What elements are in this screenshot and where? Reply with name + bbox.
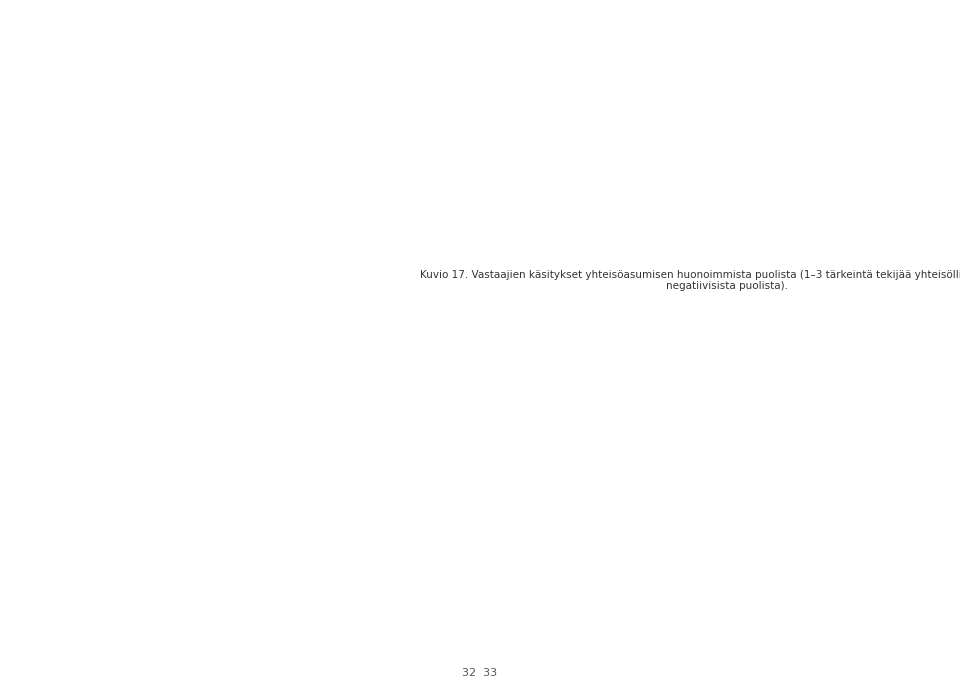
Bar	[855, 503, 884, 566]
Text: 8.3: 8.3	[578, 616, 592, 625]
Bar	[665, 372, 694, 470]
Text: 2.9: 2.9	[862, 488, 876, 497]
Bar	[523, 353, 552, 458]
Text: 13.7: 13.7	[670, 416, 690, 425]
Text: 12.3: 12.3	[717, 513, 737, 522]
Text: 16.1: 16.1	[622, 527, 642, 536]
Bar	[855, 483, 884, 503]
Text: 12.0: 12.0	[765, 603, 784, 612]
Bar	[902, 490, 931, 547]
Bar	[902, 547, 931, 597]
Text: 8.8: 8.8	[862, 530, 876, 539]
Bar	[665, 470, 694, 550]
Bar	[523, 549, 552, 651]
Text: 14.3: 14.3	[527, 595, 547, 604]
Text: 6.9: 6.9	[910, 567, 924, 576]
Bar	[902, 597, 931, 651]
Bar	[760, 565, 789, 651]
Text: 7.9: 7.9	[910, 514, 924, 523]
Text: 19.4: 19.4	[575, 427, 595, 436]
Text: 14.2: 14.2	[622, 419, 642, 427]
Bar	[665, 550, 694, 651]
Text: 12.6: 12.6	[527, 499, 547, 508]
Bar	[570, 591, 599, 651]
Text: 9.3: 9.3	[815, 613, 829, 622]
Text: 7.6: 7.6	[910, 619, 924, 628]
Text: 6.9: 6.9	[815, 494, 829, 503]
Text: 11.4: 11.4	[765, 520, 784, 529]
Bar	[618, 474, 646, 589]
Bar	[570, 501, 599, 591]
Text: 14.7: 14.7	[527, 401, 547, 410]
Bar	[855, 566, 884, 651]
Text: 11.8: 11.8	[859, 604, 879, 613]
Text: 32  33: 32 33	[463, 668, 497, 678]
Bar	[713, 561, 741, 651]
Text: 9.9: 9.9	[767, 443, 781, 452]
Bar	[760, 412, 789, 484]
Bar	[618, 373, 646, 474]
Bar	[760, 484, 789, 565]
Bar	[808, 584, 836, 651]
Text: 8.5: 8.5	[815, 549, 829, 558]
Bar	[808, 474, 836, 523]
Bar	[618, 589, 646, 651]
Text: Kuvio 17. Vastaajien käsitykset yhteisöasumisen huonoimmista puolista (1–3 tärke: Kuvio 17. Vastaajien käsitykset yhteisöa…	[420, 269, 960, 291]
Text: 12.5: 12.5	[717, 601, 737, 610]
Text: 14.1: 14.1	[670, 596, 689, 605]
Text: 8.6: 8.6	[625, 616, 639, 625]
Bar	[808, 523, 836, 584]
Text: 12.6: 12.6	[575, 542, 595, 551]
Bar	[713, 397, 741, 473]
Bar	[713, 473, 741, 561]
Text: 10.6: 10.6	[717, 431, 737, 440]
Bar	[523, 458, 552, 549]
Bar	[570, 362, 599, 501]
Text: 11.2: 11.2	[670, 506, 689, 514]
